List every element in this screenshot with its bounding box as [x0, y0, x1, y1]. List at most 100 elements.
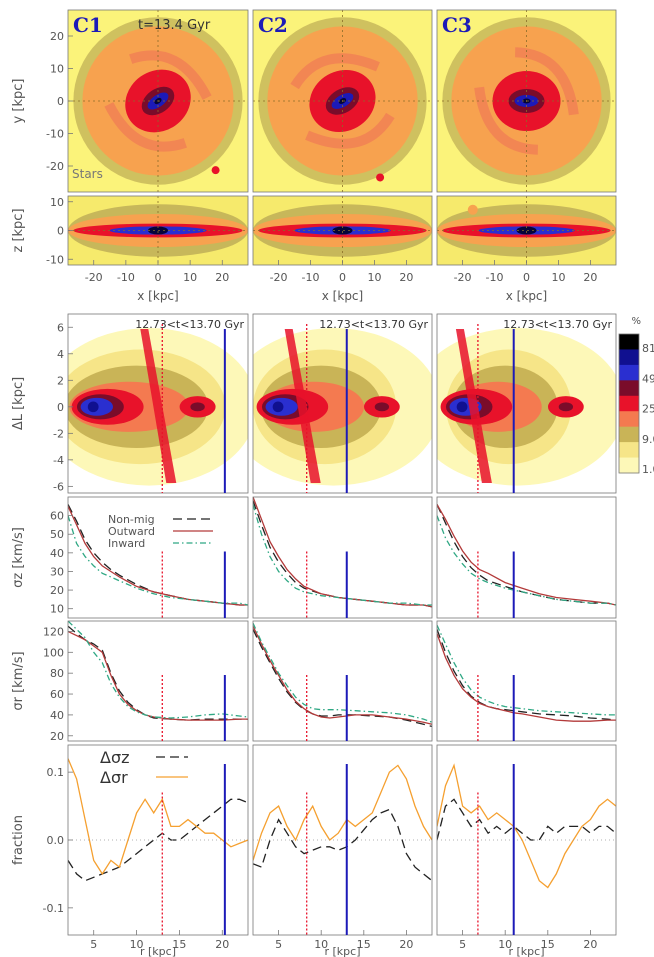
- series-line-z: [437, 798, 616, 841]
- x-axis-label: x [kpc]: [506, 289, 547, 303]
- series-line-inward: [68, 621, 248, 719]
- bulge-core: [332, 226, 353, 235]
- y-axis-label: y [kpc]: [11, 79, 26, 124]
- sigma_z-profiles-panel-3: [436, 496, 617, 619]
- x-axis-label: x [kpc]: [322, 289, 363, 303]
- y-tick-label: -20: [46, 160, 64, 173]
- colorbar-frame: [618, 333, 640, 474]
- panel-frame: [252, 313, 433, 494]
- series-line-inward: [253, 504, 432, 606]
- series-line-outward: [253, 497, 432, 608]
- time-window: 12.73<t<13.70 Gyr: [319, 318, 428, 331]
- y-tick-label: 2: [57, 374, 64, 387]
- colorbar-swatch: [619, 411, 639, 428]
- colorbar-swatch: [619, 334, 639, 350]
- sigma-z-axis-label: σz [km/s]: [11, 527, 26, 588]
- arm-upper: [129, 50, 212, 100]
- y-tick-label: -2: [53, 427, 64, 440]
- colorbar-unit: %: [631, 316, 641, 327]
- spiral-arms: [290, 53, 395, 149]
- x-tick-label: -10: [117, 271, 135, 284]
- component-label: Stars: [72, 167, 103, 181]
- sigma_z-profiles-panel-1: [67, 496, 249, 619]
- x-tick-label: 0: [155, 271, 162, 284]
- x-tick-label: 0: [523, 271, 530, 284]
- panel-frame: [252, 496, 433, 619]
- x-tick-label: -10: [302, 271, 320, 284]
- colorbar-tick: 81: [642, 342, 654, 355]
- x-tick-label: 15: [172, 938, 186, 951]
- x-tick-label: 20: [399, 938, 413, 951]
- x-tick-label: 10: [130, 938, 144, 951]
- sigma-r-axis-label: σr [km/s]: [11, 651, 26, 710]
- x-tick-label: 10: [551, 271, 565, 284]
- panel-frame: [252, 620, 433, 742]
- y-tick-label: 40: [50, 547, 64, 560]
- series-line-nonmig: [68, 504, 248, 606]
- y-tick-label: 0: [57, 95, 64, 108]
- colorbar-tick: 25: [642, 403, 654, 416]
- y-tick-label: 0.0: [47, 834, 65, 847]
- arm-lower: [104, 102, 187, 152]
- face-on-map-C3: [436, 9, 617, 193]
- sigma_r-profiles-panel-1: [67, 620, 249, 742]
- contours: [68, 328, 248, 486]
- resonance-feature: [140, 329, 177, 483]
- series-line-nonmig: [437, 629, 616, 721]
- x-tick-label: -20: [85, 271, 103, 284]
- sigma_r-profiles-panel-2: [252, 620, 433, 742]
- colorbar-swatch: [619, 426, 639, 443]
- panel-label: C2: [258, 13, 288, 37]
- y-tick-label: -10: [46, 253, 64, 266]
- series-line-outward: [253, 625, 432, 725]
- y-tick-label: 20: [50, 730, 64, 743]
- x-tick-label: 20: [583, 271, 597, 284]
- series-line-outward: [437, 504, 616, 606]
- resonance-feature: [455, 329, 492, 483]
- colorbar-tick: 9.0: [642, 433, 654, 446]
- y-tick-label: 10: [50, 63, 64, 76]
- legend-label: Δσz: [100, 748, 129, 767]
- outer-peak-core: [374, 402, 390, 412]
- time-window: 12.73<t<13.70 Gyr: [135, 318, 244, 331]
- colorbar: % 81 49 25 9.0 1.0: [618, 316, 654, 476]
- x-tick-label: 20: [399, 271, 413, 284]
- edge-on-map-C2: [252, 195, 433, 266]
- contour-8: [456, 401, 468, 413]
- bulge-core: [516, 226, 537, 235]
- legend-label: Non-mig: [108, 513, 155, 526]
- contours: [437, 328, 616, 486]
- face-on-map-C2: [252, 9, 433, 193]
- x-tick-label: 15: [541, 938, 555, 951]
- delta-l-map-C2: [252, 313, 433, 494]
- series-line-inward: [437, 624, 616, 716]
- y-tick-label: 50: [50, 528, 64, 541]
- y-tick-label: 0.1: [47, 766, 65, 779]
- y-tick-label: -10: [46, 128, 64, 141]
- outer-peak-core: [190, 402, 205, 412]
- x-tick-label: 15: [357, 938, 371, 951]
- x-tick-label: 10: [183, 271, 197, 284]
- series-line-outward: [437, 633, 616, 722]
- series-line-r: [253, 764, 432, 861]
- y-tick-label: -4: [53, 454, 64, 467]
- series-line-nonmig: [437, 504, 616, 606]
- time-annotation: t=13.4 Gyr: [138, 18, 211, 33]
- panel-label: C1: [73, 13, 103, 37]
- legend-label: Outward: [108, 525, 155, 538]
- series-line-outward: [68, 630, 248, 721]
- r-axis-label: r [kpc]: [140, 945, 176, 957]
- colorbar-swatch: [619, 395, 639, 412]
- panel-frame: [436, 313, 617, 494]
- legend-label: Inward: [108, 537, 145, 550]
- panel-frame: [67, 496, 249, 619]
- series-line-nonmig: [68, 625, 248, 721]
- x-tick-label: 5: [459, 938, 466, 951]
- y-tick-label: 30: [50, 565, 64, 578]
- panel-label: C3: [442, 13, 472, 37]
- satellite: [511, 120, 520, 129]
- y-tick-label: 6: [57, 321, 64, 334]
- panel-frame: [67, 313, 249, 494]
